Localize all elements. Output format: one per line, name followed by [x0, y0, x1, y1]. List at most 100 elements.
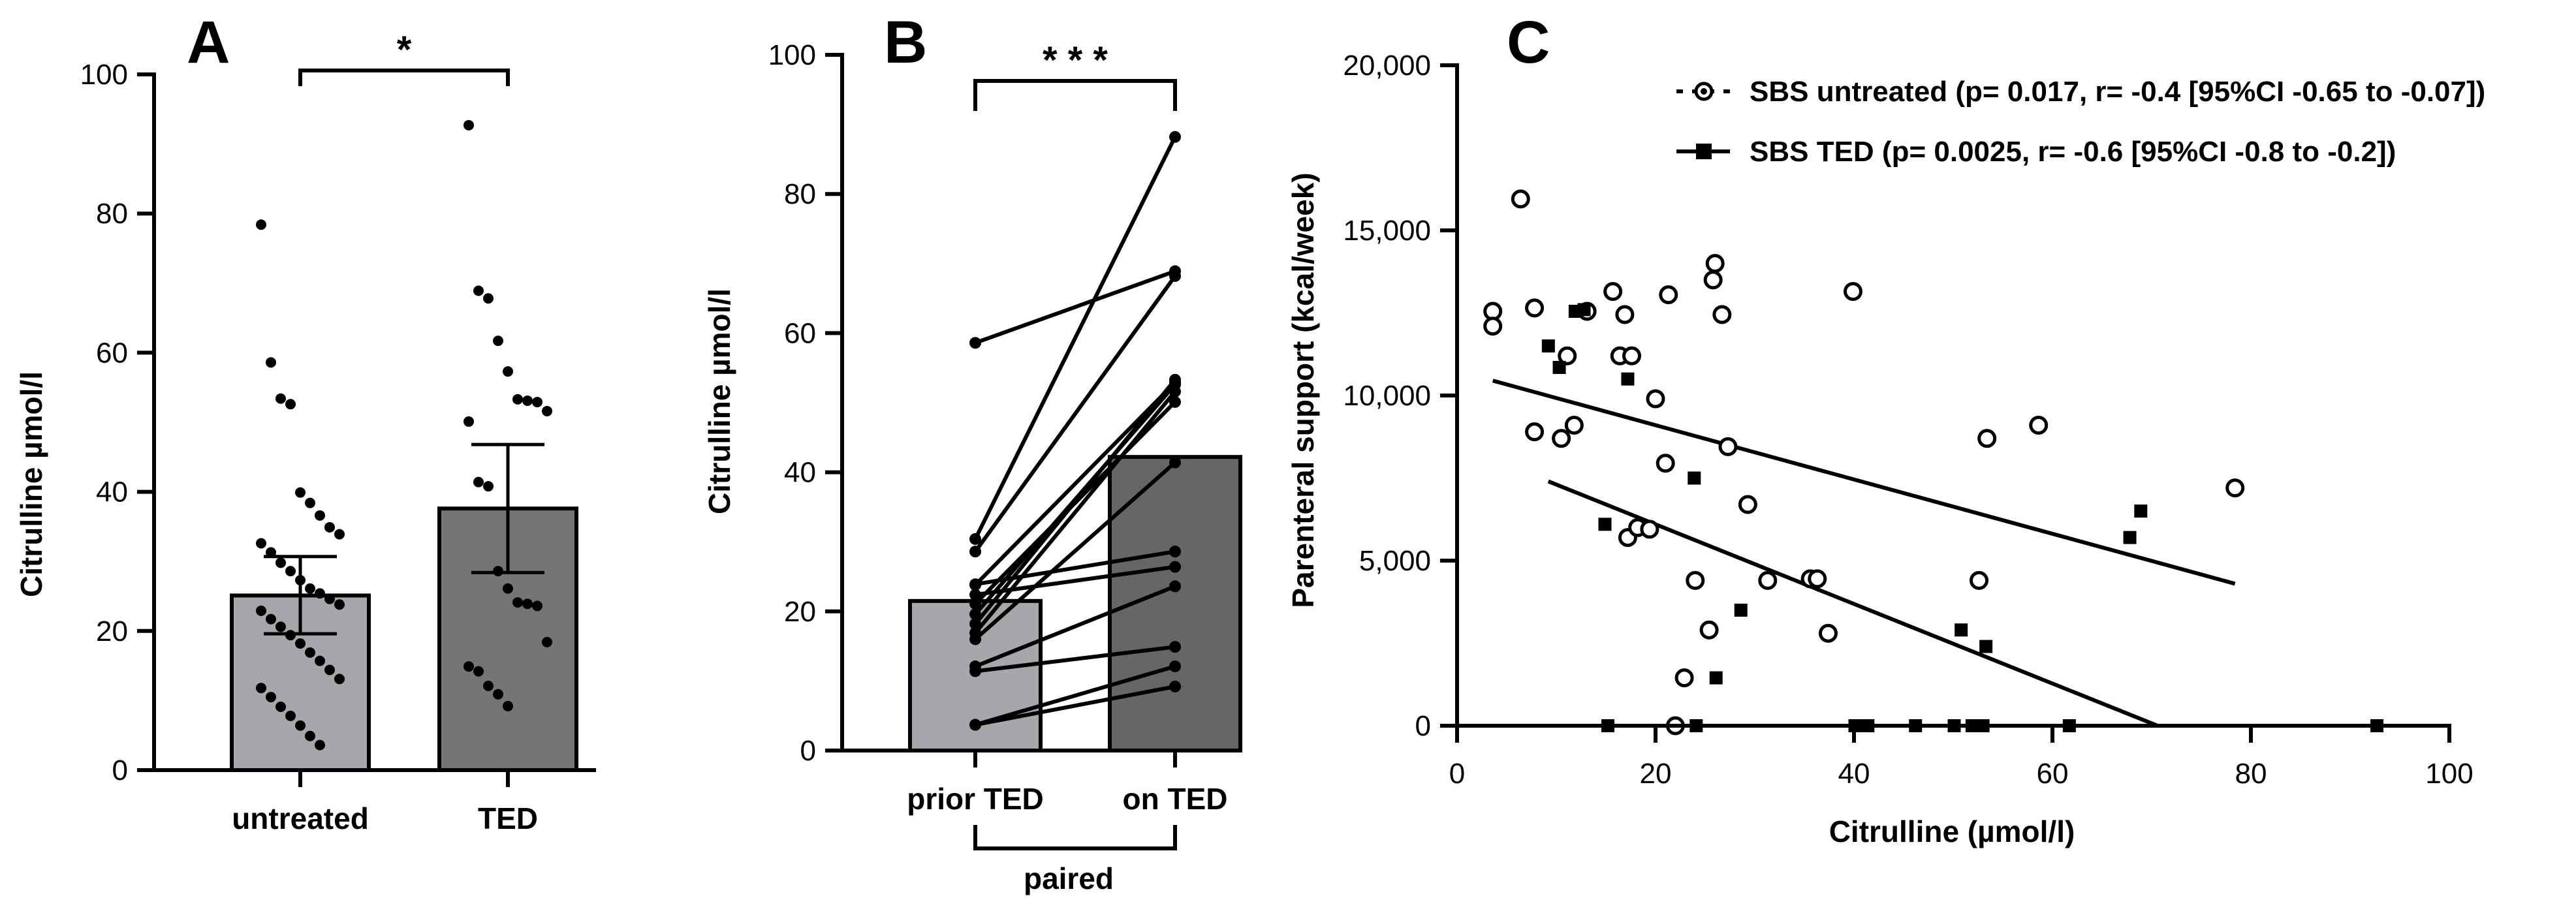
x-tick-label: 0	[1449, 758, 1465, 790]
scatter-point-untreated	[1718, 437, 1738, 456]
data-point	[463, 119, 474, 131]
scatter-point-untreated	[1674, 668, 1694, 688]
data-point	[324, 521, 335, 533]
data-point	[256, 683, 266, 694]
scatter-point-ted	[1552, 360, 1566, 374]
data-point	[473, 476, 484, 488]
scatter-point-ted	[1541, 339, 1555, 353]
data-point	[256, 605, 266, 616]
data-point	[503, 366, 513, 377]
pair-point-on	[1169, 660, 1181, 673]
data-point	[463, 661, 474, 672]
data-point	[315, 510, 325, 521]
significance-label: * * *	[1043, 39, 1108, 82]
significance-bracket	[973, 79, 1177, 111]
pair-point-prior	[969, 533, 981, 545]
pair-point-on	[1169, 641, 1181, 653]
significance-bracket	[298, 69, 510, 86]
y-tick-label: 5,000	[1359, 545, 1431, 577]
pair-point-prior	[969, 719, 981, 731]
y-tick-label: 0	[800, 735, 816, 767]
scatter-point-ted	[2123, 531, 2137, 544]
data-point	[522, 395, 533, 406]
data-point	[275, 557, 286, 568]
pair-point-on	[1169, 580, 1181, 593]
scatter-point-ted	[1734, 603, 1748, 617]
pair-line	[975, 645, 1176, 674]
paired-bracket	[973, 825, 1177, 850]
scatter-point-untreated	[1808, 569, 1827, 589]
x-tick-label: 100	[2425, 758, 2473, 790]
data-point	[522, 598, 533, 610]
scatter-point-untreated	[1843, 282, 1862, 302]
pair-line	[973, 390, 1177, 634]
pair-line	[974, 269, 1176, 345]
data-point	[305, 730, 315, 741]
panel-c-letter: C	[1507, 9, 1550, 76]
scatter-point-untreated	[1705, 254, 1725, 273]
x-tick-label: 60	[2037, 758, 2069, 790]
scatter-point-untreated	[1818, 623, 1838, 643]
data-point	[483, 293, 494, 304]
x-tick-label: 80	[2235, 758, 2267, 790]
data-point	[503, 700, 513, 711]
pair-point-prior	[969, 578, 981, 591]
data-point	[315, 655, 325, 666]
y-tick-label: 15,000	[1343, 215, 1431, 247]
scatter-point-untreated	[1703, 270, 1723, 290]
panel-c-y-axis-label: Parenteral support (kcal/week)	[1286, 172, 1320, 608]
scatter-point-ted	[1577, 303, 1591, 317]
pair-line	[975, 664, 1176, 727]
pair-point-prior	[969, 608, 981, 621]
data-point	[315, 739, 325, 751]
regression-line-ted	[1547, 479, 2159, 728]
y-tick-label: 0	[112, 754, 128, 786]
data-point	[473, 285, 484, 296]
data-point	[542, 405, 552, 416]
legend-marker-untreated	[1676, 82, 1730, 101]
scatter-point-untreated	[1603, 282, 1623, 302]
x-tick-label-ted: TED	[478, 801, 538, 835]
scatter-point-untreated	[1615, 305, 1635, 324]
scatter-point-untreated	[1483, 317, 1503, 336]
panel-c-chart: C Parenteral support (kcal/week) Citrull…	[1286, 9, 2485, 848]
scatter-point-untreated	[1656, 454, 1675, 473]
pair-point-on	[1169, 561, 1181, 573]
pair-point-on	[1169, 131, 1181, 143]
data-point	[483, 481, 494, 492]
pair-line	[973, 136, 1177, 540]
scatter-point-ted	[2134, 504, 2148, 518]
data-point	[285, 399, 296, 410]
pair-line	[973, 275, 1177, 553]
scatter-point-untreated	[1699, 620, 1719, 640]
scatter-point-untreated	[1622, 346, 1642, 365]
data-point	[275, 701, 286, 712]
y-tick-label: 80	[96, 198, 128, 230]
x-tick-label-prior-ted: prior TED	[907, 782, 1044, 816]
x-tick-label-untreated: untreated	[232, 801, 369, 835]
y-tick-label: 40	[96, 476, 128, 508]
panel-b-y-axis-label: Citrulline µmol/l	[702, 288, 736, 514]
scatter-point-untreated	[1525, 298, 1545, 318]
pair-point-on	[1169, 373, 1181, 386]
scatter-point-untreated	[1758, 570, 1778, 590]
legend-marker-ted	[1676, 144, 1730, 159]
data-point	[532, 600, 542, 612]
legend-label-ted: SBS TED (p= 0.0025, r= -0.6 [95%CI -0.8 …	[1750, 136, 2396, 168]
y-tick-label: 20,000	[1343, 50, 1431, 82]
data-point	[295, 638, 306, 649]
pair-point-on	[1169, 270, 1181, 282]
data-point	[305, 583, 315, 594]
data-point	[483, 681, 494, 692]
x-tick-label: 40	[1838, 758, 1870, 790]
panel-c-legend: SBS untreated (p= 0.017, r= -0.4 [95%CI …	[1676, 76, 2485, 168]
pair-point-on	[1169, 395, 1181, 408]
pair-point-prior	[969, 337, 981, 349]
scatter-point-ted	[1955, 623, 1968, 637]
panel-a-plot-area: 0 20 40 60 80 100 untreated TED *	[80, 29, 596, 835]
scatter-point-ted	[1709, 671, 1723, 685]
data-point	[275, 621, 286, 632]
data-point	[295, 487, 306, 498]
scatter-point-untreated	[2225, 478, 2245, 498]
x-tick-label-on-ted: on TED	[1123, 782, 1228, 816]
